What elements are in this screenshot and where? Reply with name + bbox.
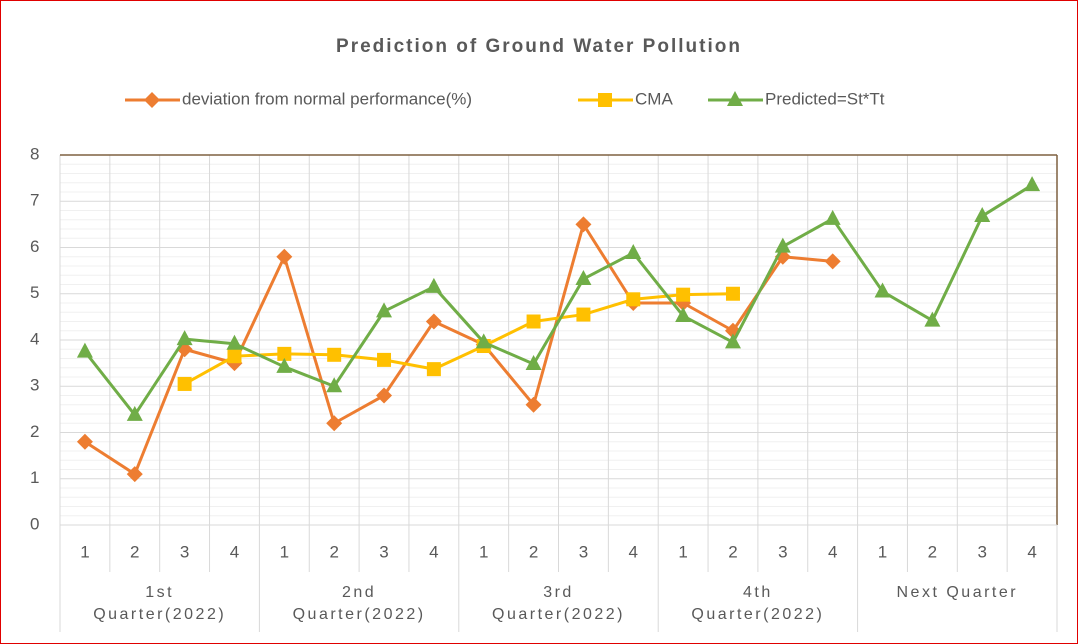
x-tick-label: 3 — [379, 542, 388, 561]
marker — [874, 282, 891, 298]
x-tick-label: 3 — [180, 542, 189, 561]
series-line — [84, 222, 833, 476]
x-tick-label: 2 — [928, 542, 937, 561]
y-tick-label: 7 — [30, 191, 39, 210]
marker — [376, 302, 393, 318]
x-tick-label: 2 — [130, 542, 139, 561]
x-tick-label: 2 — [728, 542, 737, 561]
y-tick-label: 6 — [30, 237, 39, 256]
y-tick-label: 1 — [30, 468, 39, 487]
marker — [626, 292, 641, 307]
group-label: 2nd Quarter(2022) — [292, 584, 426, 623]
x-tick-label: 1 — [678, 542, 687, 561]
series-line — [83, 183, 1033, 417]
x-tick-label: 2 — [329, 542, 338, 561]
group-label: Next Quarter — [896, 584, 1019, 601]
marker — [576, 307, 591, 322]
y-tick-label: 4 — [30, 329, 39, 348]
x-tick-label: 4 — [429, 542, 438, 561]
x-tick-label: 3 — [778, 542, 787, 561]
marker — [126, 466, 143, 483]
marker — [525, 396, 542, 413]
x-tick-label: 3 — [579, 542, 588, 561]
marker — [625, 244, 642, 260]
marker — [226, 334, 243, 350]
marker — [227, 349, 242, 364]
marker — [326, 377, 343, 393]
marker — [425, 277, 442, 293]
marker — [598, 93, 612, 107]
marker — [824, 253, 841, 270]
y-tick-label: 3 — [30, 376, 39, 395]
marker — [276, 248, 293, 265]
marker — [177, 376, 192, 391]
marker — [526, 314, 541, 329]
marker — [327, 347, 342, 362]
marker — [575, 269, 592, 285]
marker — [377, 352, 392, 367]
y-tick-label: 8 — [30, 144, 39, 163]
marker — [725, 286, 740, 301]
marker — [426, 362, 441, 377]
legend-label: deviation from normal performance(%) — [182, 89, 472, 108]
y-tick-label: 2 — [30, 422, 39, 441]
marker — [676, 287, 691, 302]
marker — [1024, 176, 1041, 192]
x-tick-label: 1 — [80, 542, 89, 561]
marker — [277, 346, 292, 361]
marker — [724, 333, 741, 349]
x-tick-label: 4 — [828, 542, 837, 561]
marker — [425, 313, 442, 330]
x-tick-label: 4 — [629, 542, 638, 561]
x-tick-label: 1 — [878, 542, 887, 561]
marker — [176, 330, 193, 346]
marker — [144, 92, 160, 108]
group-label: 1st Quarter(2022) — [93, 584, 227, 623]
marker — [675, 306, 692, 322]
marker — [475, 333, 492, 349]
group-label: 3rd Quarter(2022) — [492, 584, 625, 623]
y-tick-label: 5 — [30, 283, 39, 302]
marker — [326, 415, 343, 432]
marker — [525, 355, 542, 371]
marker — [76, 342, 93, 358]
series-line — [183, 292, 734, 386]
x-tick-label: 2 — [529, 542, 538, 561]
legend-label: Predicted=St*Tt — [765, 89, 885, 108]
y-tick-label: 0 — [30, 514, 39, 533]
marker — [974, 207, 991, 223]
marker — [76, 433, 93, 450]
marker — [824, 209, 841, 225]
marker — [376, 387, 393, 404]
x-tick-label: 1 — [280, 542, 289, 561]
group-label: 4th Quarter(2022) — [691, 584, 825, 623]
marker — [727, 91, 743, 106]
marker — [575, 216, 592, 233]
x-tick-label: 1 — [479, 542, 488, 561]
chart-title: Prediction of Ground Water Pollution — [336, 36, 742, 57]
legend-label: CMA — [635, 89, 673, 108]
x-tick-label: 4 — [230, 542, 239, 561]
x-tick-label: 3 — [977, 542, 986, 561]
x-tick-label: 4 — [1027, 542, 1036, 561]
marker — [276, 357, 293, 373]
marker — [774, 237, 791, 253]
marker — [924, 311, 941, 327]
marker — [126, 405, 143, 421]
